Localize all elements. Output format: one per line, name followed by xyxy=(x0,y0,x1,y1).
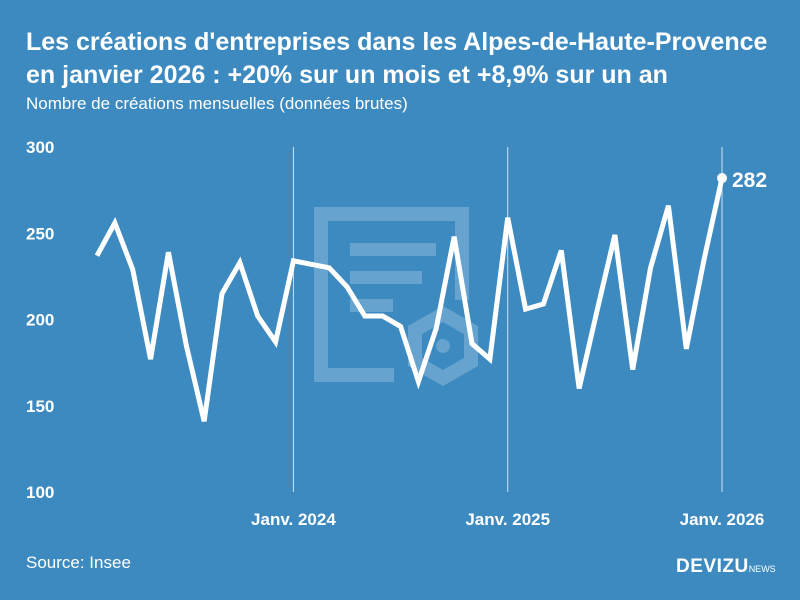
y-tick-label: 200 xyxy=(26,311,54,330)
brand-suffix: NEWS xyxy=(748,564,776,574)
chart-title: Les créations d'entreprises dans les Alp… xyxy=(26,28,768,89)
brand-logo: DEVIZUNEWS xyxy=(676,556,776,578)
series-line xyxy=(94,177,725,422)
y-tick-label: 300 xyxy=(26,138,54,157)
data-point xyxy=(717,173,727,184)
y-tick-label: 250 xyxy=(26,224,54,243)
x-tick-label: Janv. 2024 xyxy=(251,510,336,529)
watermark-logo xyxy=(314,207,478,387)
source-note: Source: Insee xyxy=(26,553,131,572)
chart-subtitle: Nombre de créations mensuelles (données … xyxy=(26,94,408,113)
last-value-label: 282 xyxy=(732,169,767,192)
x-tick-label: Janv. 2026 xyxy=(680,510,765,529)
x-tick-label: Janv. 2025 xyxy=(465,510,550,529)
y-tick-label: 100 xyxy=(26,483,54,502)
y-tick-label: 150 xyxy=(26,397,54,416)
brand-name: DEVIZU xyxy=(676,556,749,577)
